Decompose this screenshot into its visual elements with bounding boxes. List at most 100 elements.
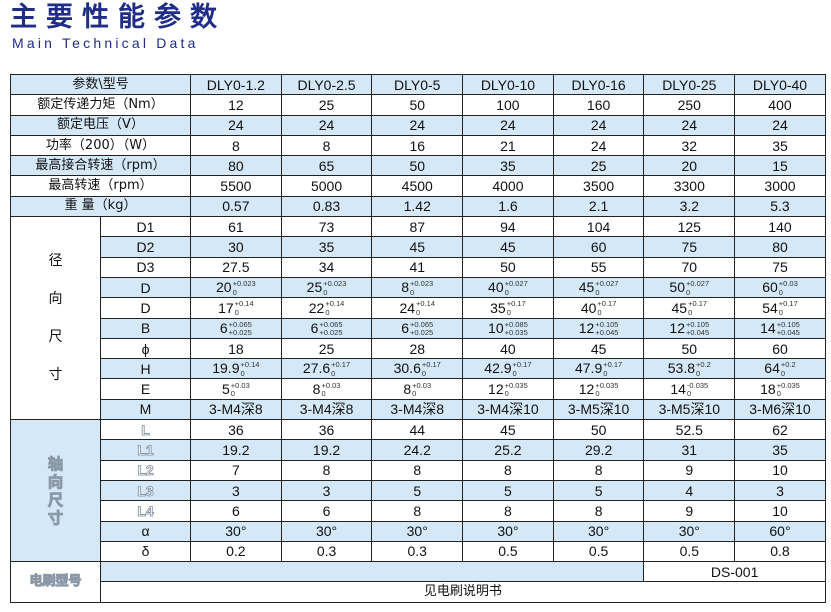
value-cell: 12 +0.105 +0.045 [552,317,645,339]
model-header: DLY0-1.2 [190,73,282,96]
performance-row: 最高转速（rpm） 5500 5000 4500 4000 3500 3300 3000 [9,175,826,197]
value-cell: 12 +0.035 0 [462,378,554,400]
axial-dimensions-group-label: 轴向尺寸 [10,419,101,563]
value-cell: 52.5 [643,419,736,441]
lower-tolerance: +0.025 [410,328,434,338]
value-cell: 0.57 [190,195,282,218]
tolerance: +0.065 +0.025 [229,320,252,338]
upper-tolerance: +0.14 [240,360,260,370]
nominal-value: 70 [681,259,698,276]
nominal-value: 24 [399,299,416,316]
performance-row: 额定传递力矩（Nm） 12 25 50 100 160 250 400 [9,94,826,116]
tolerance: +0.17 0 [597,300,616,317]
value-cell: 61 [190,216,282,238]
value-cell: 0.83 [280,195,373,218]
upper-tolerance: +0.14 [325,299,345,309]
lower-tolerance: +0.045 [595,328,619,338]
value-cell: 10 [734,500,826,522]
nominal-value: 22 [308,299,325,316]
row-label: 最高接合转速（rpm） [9,155,192,177]
axial-row: α 30° 30° 30° 30° 30° 30° 60° [11,520,826,542]
group-char: 尺 [48,329,63,346]
value-cell: 100 [462,94,554,116]
group-char: 寸 [47,508,63,527]
nominal-value: 41 [409,259,426,276]
value-cell: 45 [371,236,464,258]
axial-row: L2 7 8 8 8 8 9 10 [11,459,826,481]
lower-tolerance: 0 [686,287,691,297]
lower-tolerance: 0 [688,307,693,317]
group-char: 寸 [48,367,63,384]
nominal-value: 14 [670,380,686,397]
value-cell: 45 +0.027 0 [552,276,645,299]
radial-row: E 5 +0.03 0 8 +0.03 0 8 +0.03 0 12 +0.035 0 12 +0.035 0… [11,378,826,400]
upper-tolerance: +0.027 [686,279,710,289]
value-cell: 140 [734,216,826,238]
value-cell: 8 +0.03 0 [280,378,373,400]
group-char: 向 [47,472,63,491]
upper-tolerance: +0.027 [595,279,619,289]
value-cell: 6 +0.065 +0.025 [190,317,282,339]
tolerance: +0.17 0 [422,361,441,378]
value-cell: 24 [190,114,282,136]
radial-row: D3 27.5 34 41 50 55 70 75 [11,256,826,278]
upper-tolerance: +0.03 [778,279,798,289]
lower-tolerance: 0 [603,368,608,378]
value-cell: 5 +0.03 0 [190,378,282,400]
lower-tolerance: +0.035 [504,328,528,338]
value-cell: 42.9 +0.17 0 [462,358,554,380]
value-cell: 8 [190,134,282,157]
value-cell: 35 [462,155,554,177]
nominal-value: 61 [228,218,244,235]
value-cell: 30° [552,520,645,542]
group-char: 尺 [47,490,63,509]
value-cell: 50 +0.027 0 [643,276,736,299]
radial-row: M 3-M4深8 3-M4深8 3-M4深8 3-M4深10 3-M5深10 3-M5深10… [11,398,826,421]
brush-row: 电刷型号 DS-001 [10,561,826,603]
value-cell: 62 [734,419,826,441]
upper-tolerance: -0.035 [686,380,709,390]
nominal-value: 55 [590,259,607,276]
value-cell: 24.2 [371,439,464,461]
radial-row: D 17 +0.14 0 22 +0.14 0 24 +0.14 0 35 +0.17 0 40 +0.17… [11,297,826,319]
upper-tolerance: +0.14 [234,299,254,309]
value-cell: 30° [462,520,554,542]
nominal-value: 30.6 [393,360,421,377]
value-cell: 8 [280,459,373,481]
tolerance: +0.14 0 [416,300,435,317]
tolerance: +0.035 0 [595,381,618,399]
tolerance: +0.17 0 [603,361,622,378]
value-cell: 4500 [371,175,464,197]
nominal-value: 25 [318,340,335,357]
dimension-label: L3 [99,479,192,502]
nominal-value: 6 [401,319,410,336]
group-char: 轴 [47,454,63,473]
dimension-label: D1 [99,216,192,238]
value-cell: 80 [734,236,826,258]
lower-tolerance: 0 [325,307,330,317]
value-cell: 18 [190,337,282,360]
lower-tolerance: 0 [506,307,511,317]
nominal-value: 125 [677,218,701,235]
value-cell: 50 [462,256,554,278]
value-cell: 35 [280,236,373,258]
value-cell: 75 [643,236,736,258]
row-label: 重 量（kg） [9,195,192,218]
upper-tolerance: +0.085 [504,319,528,329]
value-cell: 20 +0.023 0 [190,276,282,299]
tolerance: +0.105 +0.045 [595,320,619,338]
value-cell: 8 +0.023 0 [371,276,464,299]
lower-tolerance: 0 [321,389,326,398]
value-cell: 64 +0.2 0 [734,358,826,380]
nominal-value: 45 [671,299,688,316]
tolerance: +0.17 0 [779,300,798,317]
nominal-value: 34 [318,259,335,276]
dimension-label: D [99,276,192,299]
upper-tolerance: +0.105 [686,319,710,329]
dimension-label: H [99,358,192,380]
page-subtitle: Main Technical Data [12,35,199,51]
nominal-value: 6 [219,319,228,336]
lower-tolerance: 0 [778,307,783,317]
tolerance: +0.085 +0.035 [504,319,528,338]
value-cell: 3 [280,479,373,502]
